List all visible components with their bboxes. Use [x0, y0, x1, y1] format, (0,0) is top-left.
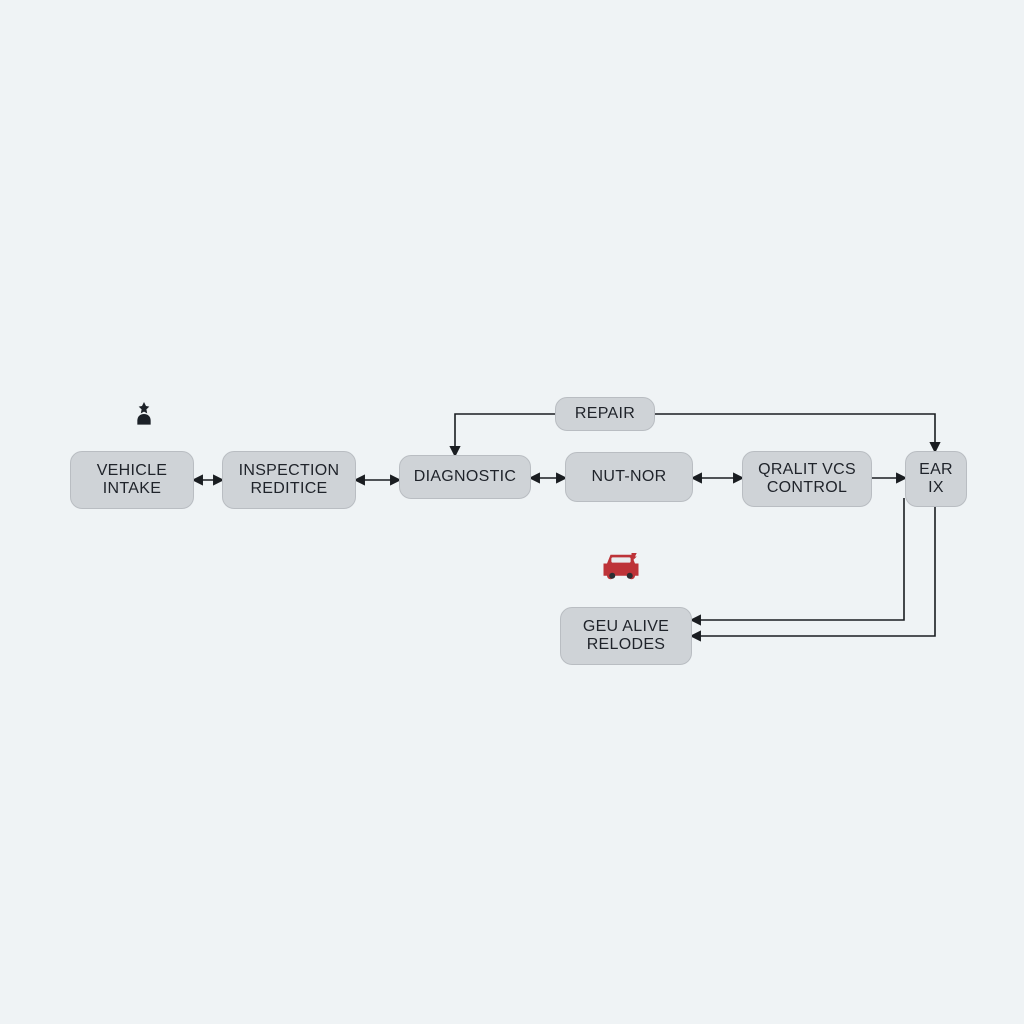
- node-vehicle_intake: VEHICLE INTAKE: [70, 451, 194, 509]
- edge-quality-relodes: [692, 498, 904, 620]
- edge-repair-ear_top: [655, 414, 935, 451]
- flowchart-canvas: VEHICLE INTAKE INSPECTION REDITICE DIAGNOS…: [0, 0, 1024, 1024]
- node-relodes: GEU ALIVE RELODES: [560, 607, 692, 665]
- car-icon: [600, 546, 642, 593]
- person-icon: [128, 398, 160, 435]
- node-diagnostic: DIAGNOSTIC: [399, 455, 531, 499]
- edge-ear-relodes: [692, 507, 935, 636]
- node-inspection: INSPECTION REDITICE: [222, 451, 356, 509]
- node-repair: REPAIR: [555, 397, 655, 431]
- node-quality: QRALIT VCS CONTROL: [742, 451, 872, 507]
- node-nutnor: NUT-NOR: [565, 452, 693, 502]
- node-ear: EAR IX: [905, 451, 967, 507]
- edges-layer: [0, 0, 1024, 1024]
- edge-repair-diagnostic: [455, 414, 555, 455]
